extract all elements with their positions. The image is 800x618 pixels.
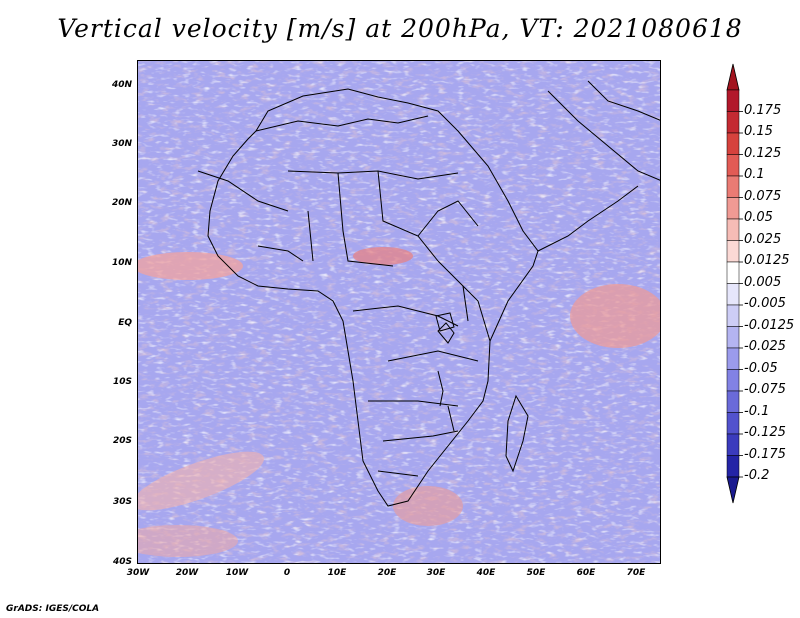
colorbar-label: 0.025: [744, 231, 782, 247]
lat-label-30n: 30N: [111, 139, 132, 149]
updraft-patch-west-africa: [138, 252, 243, 280]
colorbar-swatch: [726, 304, 740, 327]
colorbar-label: 0.125: [744, 145, 782, 161]
lat-label-20s: 20S: [112, 436, 132, 446]
vertical-velocity-map: [137, 60, 661, 564]
colorbar-swatch: [726, 240, 740, 263]
lon-label-30e: 30E: [426, 568, 446, 578]
colorbar-swatch: [726, 175, 740, 198]
colorbar-swatch: [726, 326, 740, 349]
colorbar-swatch: [726, 455, 740, 478]
lon-label-50e: 50E: [526, 568, 546, 578]
colorbar-label: -0.075: [744, 382, 786, 397]
lon-label-20w: 20W: [175, 568, 199, 578]
colorbar-swatch: [726, 390, 740, 413]
colorbar-label: -0.005: [744, 296, 786, 311]
lat-label-20n: 20N: [111, 198, 132, 208]
colorbar-swatch: [726, 369, 740, 392]
colorbar-top-arrow: [726, 63, 740, 91]
colorbar-label: -0.025: [744, 339, 786, 354]
lat-label-40n: 40N: [111, 80, 132, 90]
colorbar-label: 0.1: [744, 167, 765, 182]
colorbar-label: -0.05: [744, 360, 778, 376]
lat-label-eq: EQ: [118, 318, 132, 328]
lon-label-20e: 20E: [377, 568, 397, 578]
colorbar-swatch: [726, 132, 740, 155]
colorbar-label: 0.005: [744, 274, 782, 290]
colorbar-swatch: [726, 412, 740, 435]
map-field-svg: [138, 61, 660, 563]
coastlines: [197, 80, 660, 507]
updraft-patch-southwest: [138, 525, 238, 557]
lon-label-70e: 70E: [626, 568, 646, 578]
lon-label-10w: 10W: [225, 568, 249, 578]
colorbar-label: -0.2: [744, 468, 770, 483]
colorbar-bottom-arrow: [726, 476, 740, 504]
colorbar-label: -0.0125: [744, 317, 795, 333]
colorbar-swatch: [726, 347, 740, 370]
map-title: Vertical velocity [m/s] at 200hPa, VT: 2…: [57, 14, 743, 43]
colorbar-label: -0.125: [744, 425, 786, 440]
colorbar-swatch: [726, 197, 740, 220]
lon-label-0: 0: [283, 568, 291, 578]
colorbar-swatch: [726, 89, 740, 112]
colorbar-label: -0.1: [744, 403, 770, 419]
lat-label-10s: 10S: [112, 377, 132, 387]
colorbar-label: 0.05: [744, 210, 773, 225]
updraft-patch-south-atlantic: [138, 451, 265, 511]
colorbar-swatch: [726, 154, 740, 177]
lon-label-10e: 10E: [327, 568, 347, 578]
grads-credit: GrADS: IGES/COLA: [6, 604, 100, 614]
updraft-patch-sahel: [353, 247, 413, 265]
colorbar-label: 0.175: [744, 102, 782, 118]
lon-label-60e: 60E: [576, 568, 596, 578]
lat-label-40s: 40S: [112, 557, 132, 567]
colorbar-label: 0.0125: [744, 253, 790, 268]
colorbar-label: 0.15: [744, 124, 773, 139]
lakes: [435, 312, 455, 432]
lon-label-40e: 40E: [476, 568, 496, 578]
colorbar-swatch: [726, 283, 740, 306]
colorbar-swatch: [726, 218, 740, 241]
lat-label-10n: 10N: [111, 258, 132, 268]
colorbar-swatch: [726, 261, 740, 284]
colorbar-label: 0.075: [744, 188, 782, 204]
lon-label-30w: 30W: [126, 568, 150, 578]
colorbar-swatch: [726, 433, 740, 456]
updraft-patch-indian-ocean: [570, 284, 660, 348]
updraft-patch-south-africa: [393, 486, 463, 526]
colorbar-swatch: [726, 111, 740, 134]
lat-label-30s: 30S: [112, 497, 132, 507]
colorbar-label: -0.175: [744, 446, 786, 462]
